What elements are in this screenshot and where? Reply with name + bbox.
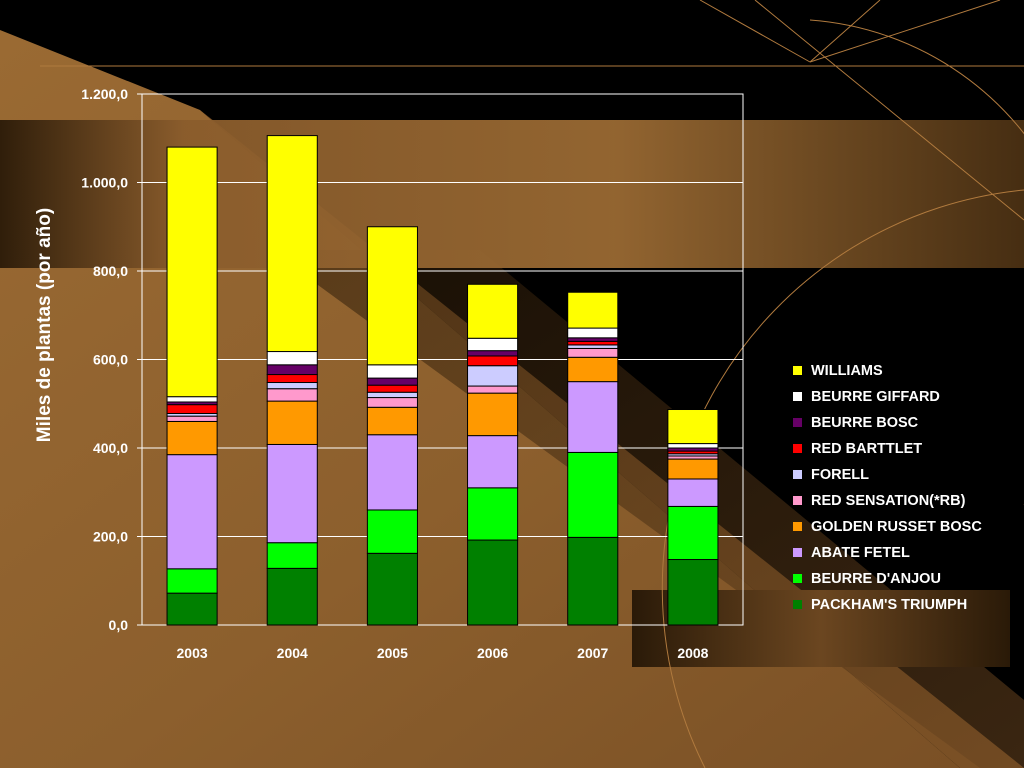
legend-label: RED SENSATION(*RB)	[811, 493, 966, 509]
legend-label: RED BARTTLET	[811, 441, 922, 457]
legend-swatch	[793, 574, 802, 583]
bar-segment	[166, 146, 218, 398]
bar-segment	[567, 291, 619, 329]
legend-label: GOLDEN RUSSET BOSC	[811, 519, 982, 535]
bar-segment	[166, 568, 218, 594]
x-tick-label: 2008	[677, 645, 708, 661]
x-tick-label: 2003	[177, 645, 208, 661]
y-tick-label: 0,0	[109, 617, 129, 633]
bar-segment	[266, 374, 318, 384]
legend-label: BEURRE GIFFARD	[811, 389, 940, 405]
bar-segment	[667, 505, 719, 561]
bar-segment	[667, 458, 719, 480]
legend-label: FORELL	[811, 467, 869, 483]
legend-label: BEURRE BOSC	[811, 415, 919, 431]
legend-label: ABATE FETEL	[811, 545, 910, 561]
bar-segment	[366, 226, 418, 366]
legend-swatch	[793, 470, 802, 479]
x-tick-label: 2007	[577, 645, 608, 661]
bar-segment	[366, 364, 418, 379]
legend-swatch	[793, 418, 802, 427]
bar-segment	[166, 404, 218, 414]
y-axis-label: Miles de plantas (por año)	[34, 208, 55, 442]
y-tick-label: 200,0	[93, 529, 128, 545]
bar-segment	[567, 451, 619, 538]
y-tick-label: 800,0	[93, 263, 128, 279]
bar-segment	[366, 434, 418, 511]
plot-area: 0,0 200,0 400,0 600,0 800,0 1.000,0 1.200,0 20…	[81, 86, 744, 661]
bar-segment	[266, 542, 318, 569]
x-tick-label: 2004	[277, 645, 308, 661]
y-axis-ticks: 0,0 200,0 400,0 600,0 800,0 1.000,0 1.200,0	[81, 86, 142, 633]
bar-segment	[667, 478, 719, 507]
bar-segment	[166, 454, 218, 570]
bar-segment	[366, 377, 418, 386]
legend-swatch	[793, 548, 802, 557]
y-tick-label: 1.200,0	[81, 86, 128, 102]
bar-segment	[467, 435, 519, 489]
bar-segment	[366, 391, 418, 399]
bar-segment	[366, 509, 418, 554]
bar-segment	[166, 420, 218, 456]
bar-segment	[266, 388, 318, 402]
bar-segment	[567, 356, 619, 383]
bar-segment	[467, 385, 519, 394]
bar-segment	[166, 592, 218, 626]
bar-segment	[366, 406, 418, 436]
bar-segment	[667, 559, 719, 626]
bar-segment	[266, 382, 318, 390]
bar-segment	[567, 381, 619, 453]
x-axis-ticks: 2003 2004 2005 2006 2007 2008	[177, 645, 709, 661]
legend-label: WILLIAMS	[811, 363, 883, 379]
bars	[166, 135, 719, 626]
x-tick-label: 2006	[477, 645, 508, 661]
bar-segment	[266, 351, 318, 366]
bar-segment	[567, 340, 619, 346]
legend-swatch	[793, 496, 802, 505]
legend-swatch	[793, 366, 802, 375]
bar-segment	[467, 337, 519, 352]
bar-segment	[366, 397, 418, 408]
bar-segment	[467, 350, 519, 357]
bar-segment	[567, 344, 619, 349]
y-tick-label: 600,0	[93, 352, 128, 368]
legend-label: BEURRE D'ANJOU	[811, 571, 941, 587]
gridlines	[142, 93, 743, 537]
legend-swatch	[793, 392, 802, 401]
bar-segment	[467, 392, 519, 437]
y-tick-label: 400,0	[93, 440, 128, 456]
bar-segment	[467, 355, 519, 367]
bar-segment	[266, 135, 318, 353]
bar-segment	[567, 327, 619, 339]
bar-segment	[567, 347, 619, 358]
bar-segment	[166, 396, 218, 403]
legend-swatch	[793, 522, 802, 531]
bar-segment	[366, 552, 418, 626]
y-tick-label: 1.000,0	[81, 175, 128, 191]
bar-segment	[567, 337, 619, 342]
bar-segment	[366, 384, 418, 393]
bar-segment	[266, 443, 318, 544]
bar-segment	[467, 487, 519, 541]
bar-segment	[467, 365, 519, 387]
legend-swatch	[793, 600, 802, 609]
bar-segment	[266, 364, 318, 376]
x-tick-label: 2005	[377, 645, 408, 661]
bar-segment	[467, 283, 519, 339]
bar-segment	[667, 409, 719, 445]
bar-segment	[467, 539, 519, 626]
legend: WILLIAMS BEURRE GIFFARD BEURRE BOSC RED BAR…	[793, 363, 982, 613]
bar-segment	[567, 536, 619, 626]
bar-segment	[266, 567, 318, 626]
legend-swatch	[793, 444, 802, 453]
legend-label: PACKHAM'S TRIUMPH	[811, 597, 967, 613]
bar-segment	[667, 443, 719, 449]
bar-segment	[266, 400, 318, 445]
bar-segment	[166, 415, 218, 422]
